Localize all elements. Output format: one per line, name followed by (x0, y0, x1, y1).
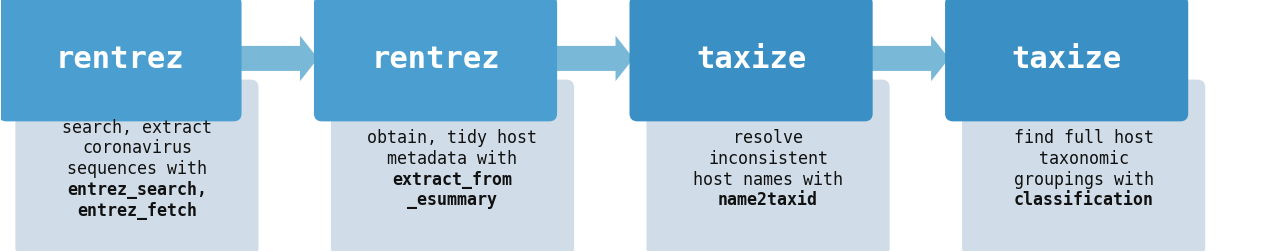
Text: rentrez: rentrez (371, 45, 500, 74)
FancyBboxPatch shape (15, 80, 258, 252)
Text: name2taxid: name2taxid (719, 191, 818, 208)
Text: search, extract: search, extract (62, 118, 213, 136)
Text: resolve: resolve (732, 129, 803, 146)
Text: rentrez: rentrez (56, 45, 185, 74)
Text: find full host: find full host (1013, 129, 1154, 146)
Text: obtain, tidy host: obtain, tidy host (368, 129, 538, 146)
Text: taxize: taxize (1012, 45, 1122, 74)
Text: _esummary: _esummary (407, 191, 497, 208)
FancyBboxPatch shape (630, 0, 873, 122)
Text: extract_from: extract_from (392, 170, 512, 188)
Text: metadata with: metadata with (387, 149, 517, 167)
Polygon shape (553, 37, 634, 82)
Text: sequences with: sequences with (67, 160, 207, 177)
Text: classification: classification (1013, 191, 1154, 208)
Text: entrez_fetch: entrez_fetch (77, 201, 197, 219)
Text: entrez_search,: entrez_search, (67, 180, 207, 198)
FancyBboxPatch shape (314, 0, 557, 122)
FancyBboxPatch shape (646, 80, 889, 252)
FancyBboxPatch shape (961, 80, 1206, 252)
Text: groupings with: groupings with (1013, 170, 1154, 188)
FancyBboxPatch shape (331, 80, 574, 252)
Text: inconsistent: inconsistent (708, 149, 829, 167)
Polygon shape (238, 37, 318, 82)
Text: taxonomic: taxonomic (1039, 149, 1128, 167)
Text: taxize: taxize (696, 45, 806, 74)
Text: coronavirus: coronavirus (82, 139, 192, 157)
Polygon shape (869, 37, 949, 82)
FancyBboxPatch shape (0, 0, 242, 122)
FancyBboxPatch shape (945, 0, 1188, 122)
Text: host names with: host names with (693, 170, 842, 188)
